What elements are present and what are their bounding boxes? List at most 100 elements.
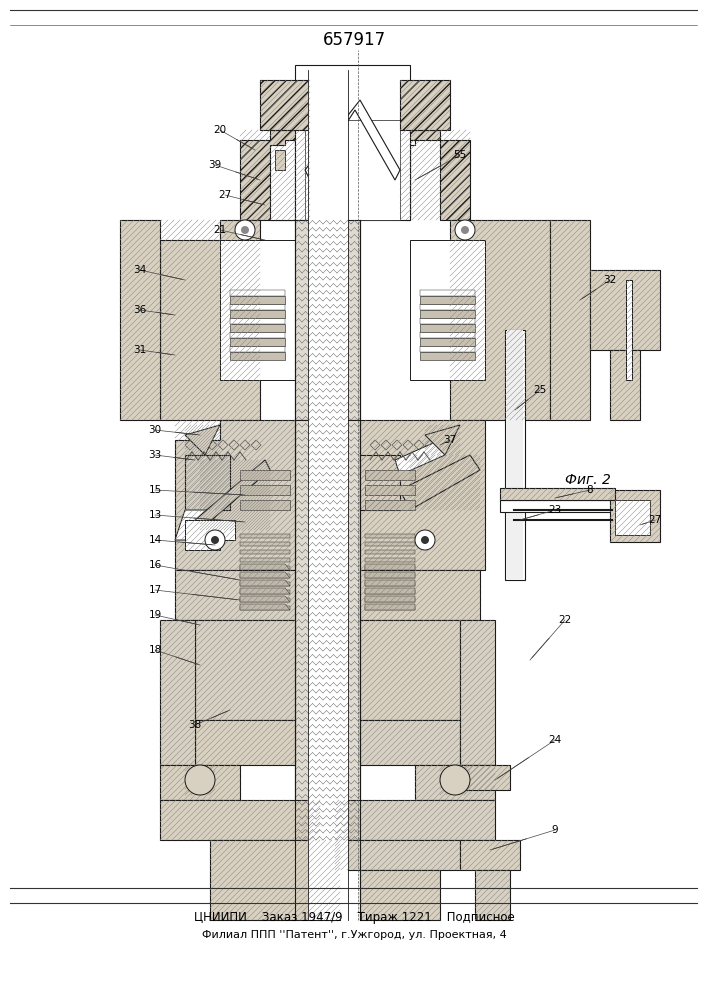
Bar — [420, 324, 475, 332]
Bar — [240, 470, 290, 480]
Bar — [295, 65, 410, 220]
Polygon shape — [360, 420, 485, 570]
Polygon shape — [195, 620, 295, 720]
Bar — [230, 310, 285, 318]
Bar — [365, 500, 415, 510]
Text: 22: 22 — [559, 615, 572, 625]
Bar — [230, 318, 285, 324]
Bar — [160, 800, 320, 840]
Bar — [240, 606, 290, 610]
Polygon shape — [405, 140, 415, 220]
Text: 18: 18 — [148, 645, 162, 655]
Polygon shape — [240, 580, 290, 586]
Bar — [360, 720, 460, 765]
Bar — [195, 620, 295, 720]
Bar — [475, 870, 510, 920]
Bar — [335, 800, 495, 840]
Bar — [230, 324, 285, 332]
Polygon shape — [475, 870, 510, 920]
Bar — [240, 550, 290, 554]
Text: 21: 21 — [214, 225, 227, 235]
Circle shape — [235, 220, 255, 240]
Bar — [240, 590, 290, 594]
Bar — [507, 330, 523, 580]
Text: 25: 25 — [533, 385, 547, 395]
Bar — [420, 296, 475, 304]
Bar — [610, 350, 640, 420]
Bar — [120, 220, 160, 420]
Bar — [230, 332, 285, 338]
Polygon shape — [365, 604, 415, 610]
Polygon shape — [400, 80, 450, 130]
Bar — [175, 570, 295, 620]
Polygon shape — [365, 580, 415, 586]
Bar — [420, 332, 475, 338]
Polygon shape — [360, 620, 460, 720]
Polygon shape — [120, 220, 160, 420]
Bar — [360, 455, 400, 510]
Polygon shape — [240, 130, 310, 220]
Bar — [210, 840, 340, 920]
Polygon shape — [175, 510, 220, 540]
Polygon shape — [185, 520, 235, 550]
Bar — [500, 488, 615, 500]
Bar — [160, 220, 260, 420]
Bar — [220, 240, 295, 380]
Bar — [365, 558, 415, 562]
Text: 39: 39 — [209, 160, 221, 170]
Bar — [615, 500, 650, 535]
Bar — [260, 80, 310, 130]
Text: 31: 31 — [134, 345, 146, 355]
Polygon shape — [260, 80, 310, 130]
Circle shape — [440, 765, 470, 795]
Bar — [360, 620, 460, 720]
Bar — [410, 240, 485, 380]
Text: 24: 24 — [549, 735, 561, 745]
Polygon shape — [240, 596, 290, 602]
Polygon shape — [365, 596, 415, 602]
Polygon shape — [335, 840, 460, 870]
Text: 34: 34 — [134, 265, 146, 275]
Bar — [460, 620, 495, 765]
Text: 37: 37 — [443, 435, 457, 445]
Bar — [305, 120, 400, 220]
Bar — [365, 470, 415, 480]
Bar — [365, 542, 415, 546]
Polygon shape — [460, 840, 520, 870]
Polygon shape — [185, 455, 230, 510]
Bar — [185, 765, 215, 795]
Text: 13: 13 — [148, 510, 162, 520]
Polygon shape — [395, 440, 445, 475]
Text: Фиг. 2: Фиг. 2 — [565, 473, 611, 487]
Polygon shape — [400, 455, 480, 510]
Bar — [240, 542, 290, 546]
Bar — [230, 352, 285, 360]
Bar — [230, 296, 285, 304]
Circle shape — [211, 536, 219, 544]
Bar — [230, 346, 285, 352]
Text: 9: 9 — [551, 825, 559, 835]
Bar — [230, 290, 285, 296]
Bar — [420, 346, 475, 352]
Circle shape — [461, 226, 469, 234]
Bar — [420, 352, 475, 360]
Bar — [590, 270, 660, 350]
Bar — [420, 310, 475, 318]
Bar — [500, 488, 615, 500]
Bar — [420, 304, 475, 310]
Text: 38: 38 — [188, 720, 201, 730]
Polygon shape — [365, 588, 415, 594]
Bar — [425, 425, 460, 455]
Text: 20: 20 — [214, 125, 226, 135]
Polygon shape — [335, 800, 495, 840]
Polygon shape — [305, 100, 400, 180]
Bar — [240, 534, 290, 538]
Text: 30: 30 — [148, 425, 162, 435]
Circle shape — [421, 536, 429, 544]
Polygon shape — [360, 720, 460, 765]
Bar — [160, 765, 240, 800]
Bar — [440, 765, 470, 795]
Bar — [500, 500, 615, 512]
Bar — [175, 420, 295, 570]
Polygon shape — [160, 800, 320, 840]
